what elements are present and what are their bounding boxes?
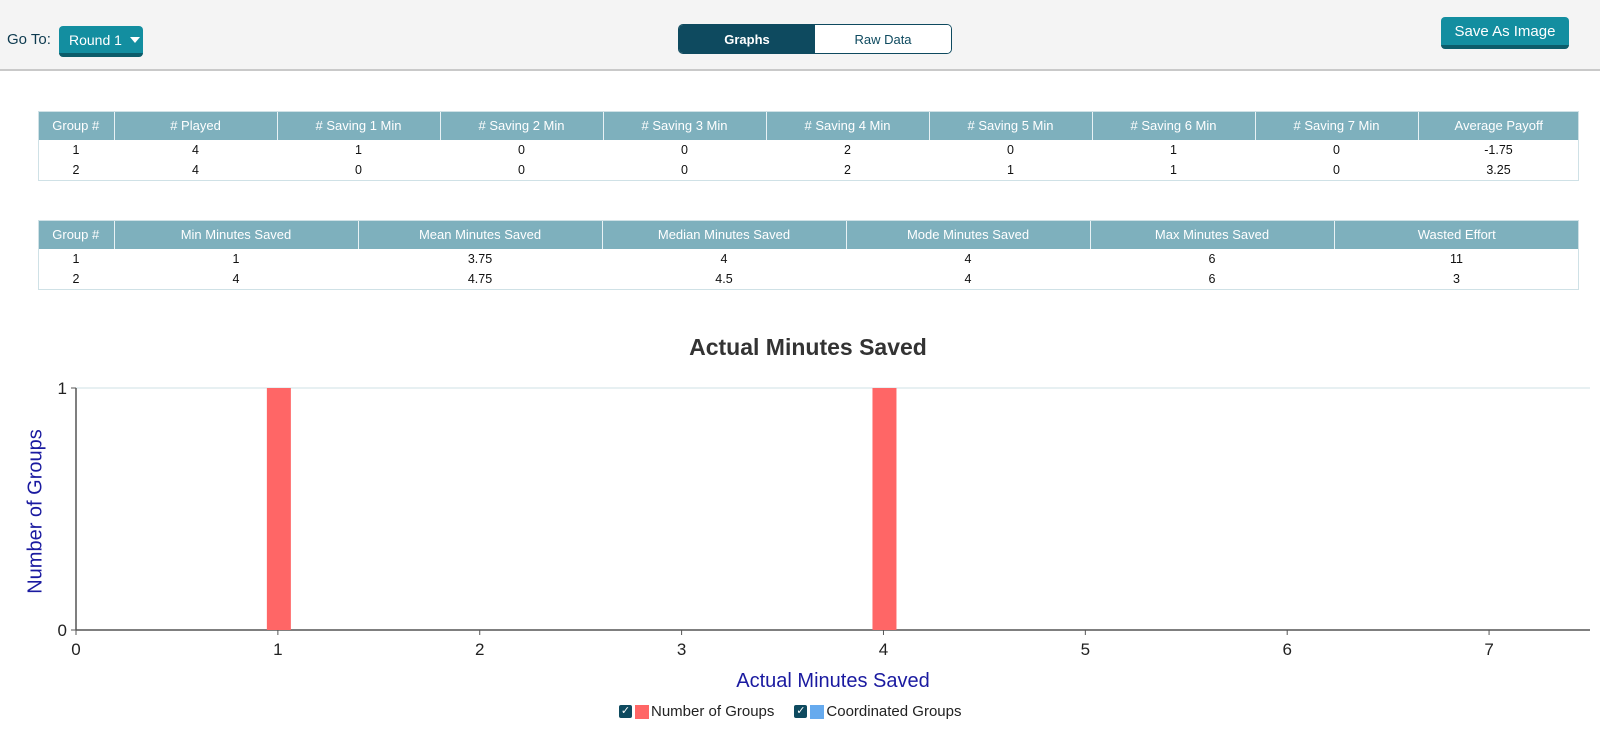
- column-header: # Saving 3 Min: [603, 111, 767, 140]
- tab-raw-data[interactable]: Raw Data: [815, 25, 951, 53]
- table-cell: 0: [355, 163, 362, 177]
- table-cell: 0: [1333, 143, 1340, 157]
- table-cell: 2: [844, 143, 851, 157]
- table-row: 2 4 0 0 0 2 1 1 0 3.25: [38, 160, 1579, 180]
- column-header: Min Minutes Saved: [114, 220, 359, 249]
- column-header: Mode Minutes Saved: [846, 220, 1091, 249]
- legend-item-coordinated-groups[interactable]: ✓ Coordinated Groups: [794, 703, 961, 720]
- save-as-image-button[interactable]: Save As Image: [1441, 17, 1569, 49]
- x-tick-label: 0: [71, 640, 80, 659]
- column-header: Group #: [38, 111, 115, 140]
- legend-label: Coordinated Groups: [826, 703, 962, 720]
- table-cell: 0: [518, 163, 525, 177]
- table-cell: 6: [1208, 252, 1216, 266]
- table-cell: 4: [720, 252, 728, 266]
- table-row: 1 4 1 0 0 2 0 1 0 -1.75: [38, 140, 1579, 160]
- x-tick-label: 5: [1081, 640, 1090, 659]
- table-row: 1 1 3.75 4 4 6 11: [38, 249, 1579, 269]
- column-header: Max Minutes Saved: [1090, 220, 1335, 249]
- column-header: Group #: [38, 220, 115, 249]
- table-cell: 1: [232, 252, 240, 266]
- x-tick-label: 1: [273, 640, 282, 659]
- table-cell: 11: [1450, 252, 1463, 266]
- table-cell: 4: [232, 272, 240, 286]
- table-cell: 1: [72, 252, 80, 266]
- legend-item-number-of-groups[interactable]: ✓ Number of Groups: [619, 703, 774, 720]
- bar: [872, 388, 897, 630]
- table-cell: 0: [681, 163, 688, 177]
- group-summary-table: Group # # Played # Saving 1 Min # Saving 2 …: [38, 111, 1579, 180]
- x-tick-label: 3: [677, 640, 686, 659]
- table-cell: -1.75: [1484, 143, 1513, 157]
- table-cell: 3: [1453, 272, 1460, 286]
- table-cell: 4.5: [715, 272, 733, 286]
- column-header: Median Minutes Saved: [602, 220, 847, 249]
- column-header: # Saving 2 Min: [440, 111, 604, 140]
- bar-chart: 0 1 0 1 2 3 4 5 6 7: [58, 379, 1590, 659]
- checkbox-checked-icon[interactable]: ✓: [794, 705, 808, 718]
- x-tick-label: 4: [879, 640, 888, 659]
- top-toolbar: Go To: Round 1 Graphs Raw Data Save As I…: [0, 0, 1600, 71]
- round-dropdown[interactable]: Round 1: [59, 26, 143, 57]
- minutes-saved-table: Group # Min Minutes Saved Mean Minutes Sav…: [38, 220, 1579, 289]
- x-tick-label: 2: [475, 640, 484, 659]
- column-header: # Saving 7 Min: [1255, 111, 1419, 140]
- column-header: # Saving 4 Min: [766, 111, 930, 140]
- table-cell: 3.75: [467, 252, 493, 266]
- x-tick-label: 7: [1484, 640, 1493, 659]
- table-cell: 4: [964, 272, 972, 286]
- table-cell: 0: [681, 143, 688, 157]
- legend-swatch: [635, 704, 649, 719]
- table-cell: 0: [1333, 163, 1340, 177]
- legend-label: Number of Groups: [651, 703, 775, 720]
- table-cell: 1: [1170, 143, 1177, 157]
- chart-title: Actual Minutes Saved: [689, 334, 927, 360]
- table-cell: 6: [1208, 272, 1216, 286]
- table-cell: 0: [1007, 143, 1014, 157]
- bar: [266, 388, 291, 630]
- column-header: # Saving 5 Min: [929, 111, 1093, 140]
- goto-label: Go To:: [7, 31, 51, 48]
- tab-graphs[interactable]: Graphs: [679, 25, 815, 53]
- round-dropdown-label: Round 1: [69, 31, 122, 48]
- table-cell: 2: [844, 163, 851, 177]
- checkbox-checked-icon[interactable]: ✓: [619, 705, 632, 718]
- table-cell: 4: [964, 252, 972, 266]
- y-tick-label: 0: [58, 621, 67, 640]
- table-cell: 4.75: [467, 272, 493, 286]
- column-header: Mean Minutes Saved: [358, 220, 603, 249]
- column-header: # Saving 1 Min: [277, 111, 441, 140]
- view-toggle: Graphs Raw Data: [678, 24, 952, 54]
- column-header: Wasted Effort: [1334, 220, 1579, 249]
- column-header: # Saving 6 Min: [1092, 111, 1256, 140]
- chart-legend: ✓ Number of Groups ✓ Coordinated Groups: [619, 703, 981, 720]
- table-cell: 4: [192, 143, 199, 157]
- table-cell: 1: [355, 143, 362, 157]
- column-header: # Played: [114, 111, 278, 140]
- legend-swatch: [810, 704, 825, 719]
- table-row: 2 4 4.75 4.5 4 6 3: [38, 269, 1579, 289]
- table-cell: 3.25: [1486, 163, 1511, 177]
- table-cell: 2: [72, 272, 80, 286]
- table-cell: 2: [72, 163, 80, 177]
- y-tick-label: 1: [58, 379, 67, 398]
- table-cell: 4: [192, 163, 199, 177]
- table-cell: 0: [518, 143, 525, 157]
- x-axis-label: Actual Minutes Saved: [736, 670, 930, 692]
- table-cell: 1: [1007, 163, 1014, 177]
- x-tick-label: 6: [1282, 640, 1291, 659]
- table-cell: 1: [1170, 163, 1177, 177]
- table-cell: 1: [72, 143, 80, 157]
- column-header: Average Payoff: [1418, 111, 1579, 140]
- caret-down-icon: [129, 36, 140, 43]
